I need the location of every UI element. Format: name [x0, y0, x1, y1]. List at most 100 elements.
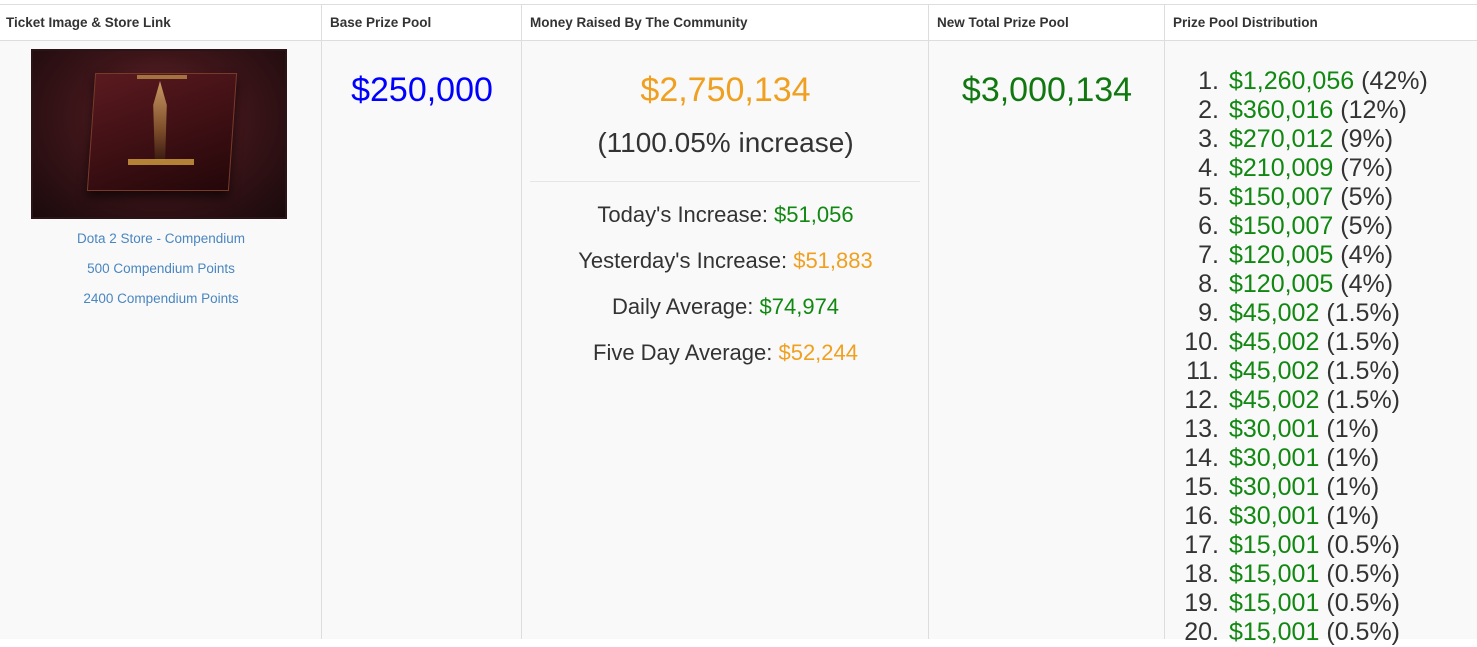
list-item: 16. $30,001 (1%) [1165, 502, 1477, 531]
prize-percent: (1%) [1326, 473, 1380, 501]
store-link-2400-points[interactable]: 2400 Compendium Points [83, 291, 239, 306]
money-raised-value: $2,750,134 [640, 71, 811, 109]
rank-number: 6. [1198, 212, 1219, 240]
money-raised-cell: $2,750,134 (1100.05% increase) Today's I… [522, 41, 929, 639]
list-item: 18. $15,001 (0.5%) [1165, 560, 1477, 589]
list-item: 6. $150,007 (5%) [1165, 212, 1477, 241]
list-item: 7. $120,005 (4%) [1165, 241, 1477, 270]
rank-number: 9. [1198, 299, 1219, 327]
prize-amount: $15,001 [1229, 560, 1320, 588]
rank-number: 7. [1198, 241, 1219, 269]
prize-amount: $210,009 [1229, 154, 1334, 182]
prize-amount: $120,005 [1229, 241, 1334, 269]
distribution-list: 1. $1,260,056 (42%) 2. $360,016 (12%) 3. $270,0… [1165, 67, 1477, 647]
prize-percent: (1.5%) [1326, 386, 1401, 414]
book-title-mark [137, 75, 187, 79]
stat-five-day-average: Five Day Average: $52,244 [593, 340, 858, 365]
prize-percent: (9%) [1340, 125, 1394, 153]
prize-amount: $15,001 [1229, 618, 1320, 646]
rank-number: 19. [1184, 589, 1219, 617]
store-link-compendium[interactable]: Dota 2 Store - Compendium [76, 231, 246, 246]
prize-amount: $150,007 [1229, 183, 1334, 211]
prize-percent: (5%) [1340, 212, 1394, 240]
list-item: 12. $45,002 (1.5%) [1165, 386, 1477, 415]
table-header-row: Ticket Image & Store Link Base Prize Poo… [0, 5, 1477, 41]
prize-percent: (7%) [1340, 154, 1394, 182]
prize-percent: (42%) [1361, 67, 1428, 95]
stat-today-increase: Today's Increase: $51,056 [597, 202, 854, 227]
table-row: Dota 2 Store - Compendium 500 Compendium… [0, 41, 1477, 646]
store-link-500-points[interactable]: 500 Compendium Points [87, 261, 235, 276]
rank-number: 10. [1184, 328, 1219, 356]
rank-number: 4. [1198, 154, 1219, 182]
rank-number: 20. [1184, 618, 1219, 646]
prize-amount: $15,001 [1229, 531, 1320, 559]
list-item: 8. $120,005 (4%) [1165, 270, 1477, 299]
header-money-raised: Money Raised By The Community [522, 5, 929, 40]
distribution-cell: 1. $1,260,056 (42%) 2. $360,016 (12%) 3. $270,0… [1165, 41, 1477, 646]
book-caption-mark [128, 159, 194, 165]
prize-amount: $1,260,056 [1229, 67, 1355, 95]
list-item: 1. $1,260,056 (42%) [1165, 67, 1477, 96]
rank-number: 12. [1184, 386, 1219, 414]
prize-percent: (0.5%) [1326, 618, 1401, 646]
prize-percent: (1.5%) [1326, 357, 1401, 385]
prize-amount: $30,001 [1229, 444, 1320, 472]
rank-number: 11. [1186, 357, 1219, 385]
rank-number: 2. [1198, 96, 1219, 124]
raise-stats: Today's Increase: $51,056 Yesterday's In… [522, 199, 929, 383]
prize-amount: $45,002 [1229, 328, 1320, 356]
list-item: 9. $45,002 (1.5%) [1165, 299, 1477, 328]
prize-percent: (4%) [1340, 270, 1394, 298]
list-item: 13. $30,001 (1%) [1165, 415, 1477, 444]
list-item: 19. $15,001 (0.5%) [1165, 589, 1477, 618]
prize-amount: $30,001 [1229, 502, 1320, 530]
prize-amount: $120,005 [1229, 270, 1334, 298]
list-item: 2. $360,016 (12%) [1165, 96, 1477, 125]
prize-amount: $30,001 [1229, 415, 1320, 443]
rank-number: 16. [1184, 502, 1219, 530]
header-ticket: Ticket Image & Store Link [0, 5, 322, 40]
list-item: 3. $270,012 (9%) [1165, 125, 1477, 154]
rank-number: 8. [1198, 270, 1219, 298]
rank-number: 18. [1184, 560, 1219, 588]
increase-percent: (1100.05% increase) [597, 127, 854, 158]
ticket-cell: Dota 2 Store - Compendium 500 Compendium… [0, 41, 322, 639]
prize-amount: $30,001 [1229, 473, 1320, 501]
sword-emblem-icon [153, 81, 167, 161]
list-item: 4. $210,009 (7%) [1165, 154, 1477, 183]
list-item: 17. $15,001 (0.5%) [1165, 531, 1477, 560]
new-total-value: $3,000,134 [961, 71, 1133, 109]
rank-number: 14. [1184, 444, 1219, 472]
prize-amount: $150,007 [1229, 212, 1334, 240]
divider [530, 181, 920, 182]
prize-percent: (0.5%) [1326, 531, 1401, 559]
prize-pool-table: Ticket Image & Store Link Base Prize Poo… [0, 4, 1477, 646]
rank-number: 17. [1184, 531, 1219, 559]
prize-percent: (1%) [1326, 415, 1380, 443]
prize-percent: (12%) [1340, 96, 1407, 124]
list-item: 5. $150,007 (5%) [1165, 183, 1477, 212]
header-distribution: Prize Pool Distribution [1173, 15, 1318, 30]
prize-percent: (1.5%) [1326, 299, 1401, 327]
prize-percent: (0.5%) [1326, 589, 1401, 617]
prize-percent: (5%) [1340, 183, 1394, 211]
header-new-total: New Total Prize Pool [929, 5, 1165, 40]
new-total-cell: $3,000,134 [929, 41, 1165, 639]
list-item: 11. $45,002 (1.5%) [1165, 357, 1477, 386]
prize-amount: $45,002 [1229, 386, 1320, 414]
base-prize-cell: $250,000 [322, 41, 522, 639]
prize-amount: $45,002 [1229, 357, 1320, 385]
compendium-ticket-image[interactable] [31, 49, 287, 219]
prize-percent: (4%) [1340, 241, 1394, 269]
list-item: 10. $45,002 (1.5%) [1165, 328, 1477, 357]
list-item: 14. $30,001 (1%) [1165, 444, 1477, 473]
prize-percent: (1%) [1326, 502, 1380, 530]
list-item: 20. $15,001 (0.5%) [1165, 618, 1477, 647]
rank-number: 13. [1184, 415, 1219, 443]
stat-daily-average: Daily Average: $74,974 [611, 294, 840, 319]
header-base-prize-pool: Base Prize Pool [322, 5, 522, 40]
base-prize-value: $250,000 [351, 71, 493, 109]
prize-percent: (1%) [1326, 444, 1380, 472]
list-item: 15. $30,001 (1%) [1165, 473, 1477, 502]
